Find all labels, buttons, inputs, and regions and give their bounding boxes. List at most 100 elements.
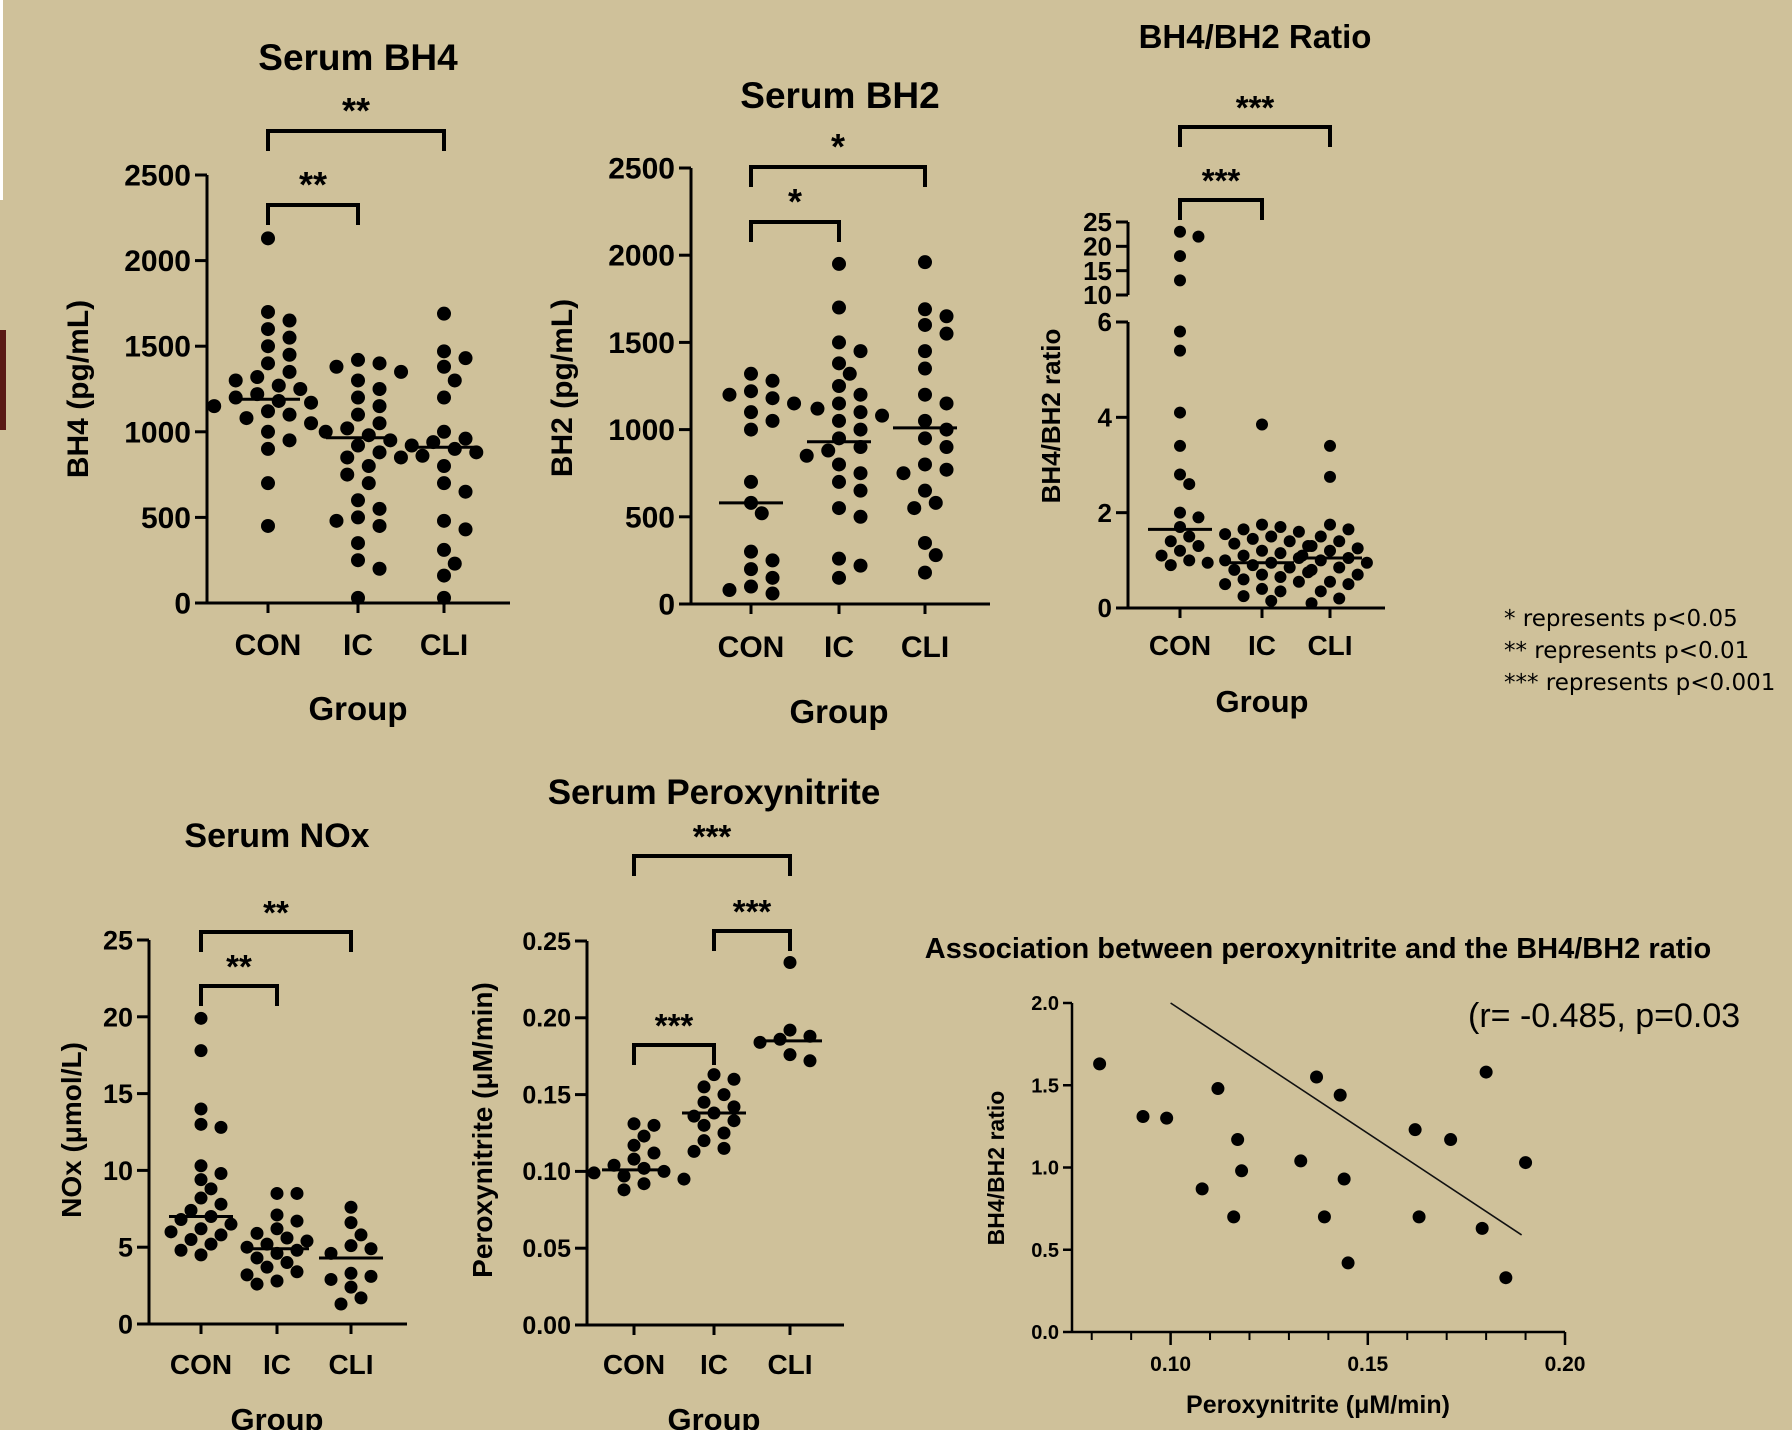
data-point-ic <box>1256 518 1268 531</box>
x-axis-label: Group <box>1216 684 1309 719</box>
data-point-cli <box>918 317 932 332</box>
data-point <box>1310 1070 1324 1084</box>
data-point <box>1317 1210 1331 1224</box>
data-point-ic <box>240 1240 254 1254</box>
data-point-con <box>744 366 758 381</box>
data-point-con <box>627 1152 641 1166</box>
y-tick-label: 0 <box>658 589 675 622</box>
data-point-ic <box>240 1268 254 1282</box>
y-tick-label: 2000 <box>608 240 675 273</box>
data-point-ic <box>340 450 355 465</box>
data-point <box>1093 1057 1107 1071</box>
data-point-cli <box>404 438 419 453</box>
data-point-ic <box>372 399 387 414</box>
data-point-con <box>207 399 222 414</box>
data-point-con <box>261 339 275 354</box>
y-tick-label: 6 <box>1098 307 1112 337</box>
data-point-cli <box>1342 523 1355 536</box>
data-point-ic <box>1219 578 1232 591</box>
data-point-con <box>1174 520 1186 533</box>
data-point-ic <box>394 364 409 379</box>
data-point-ic <box>853 558 868 573</box>
data-point-con <box>722 583 737 598</box>
data-point-ic <box>361 476 376 491</box>
y-tick-label: 1.5 <box>1031 1075 1059 1097</box>
significance-label: ** <box>263 894 289 931</box>
data-point-con <box>214 1120 228 1134</box>
data-point <box>1333 1088 1347 1102</box>
data-point-ic <box>1274 571 1287 584</box>
data-point-cli <box>1351 542 1364 555</box>
data-point-cli <box>918 361 932 376</box>
data-point-con <box>1155 549 1168 562</box>
data-point-cli <box>364 1242 378 1256</box>
data-point-ic <box>832 396 846 411</box>
data-point-ic <box>351 536 365 551</box>
data-point-ic <box>1237 549 1250 562</box>
data-point <box>1227 1210 1241 1224</box>
data-point-cli <box>354 1228 368 1242</box>
x-tick-label-ic: IC <box>700 1349 728 1380</box>
chart-title: Serum BH2 <box>740 75 939 116</box>
data-point-con <box>214 1197 228 1211</box>
data-point-con <box>261 304 275 319</box>
y-axis-label: BH4/BH2 ratio <box>983 1091 1009 1246</box>
data-point-cli <box>437 513 451 528</box>
data-point-ic <box>250 1251 264 1265</box>
data-point-con <box>765 391 780 406</box>
data-point-cli <box>344 1239 358 1253</box>
data-point-con <box>204 1182 218 1196</box>
y-tick-label: 10 <box>1083 280 1112 310</box>
data-point-cli <box>1324 439 1336 452</box>
data-point-ic <box>351 373 365 388</box>
y-axis-label: Peroxynitrite (μM/min) <box>467 982 498 1278</box>
significance-bracket <box>266 129 446 151</box>
data-point-ic <box>290 1214 304 1228</box>
data-point-con <box>250 387 265 402</box>
data-point-cli <box>918 413 932 428</box>
data-point-con <box>744 474 758 489</box>
data-point-con <box>261 322 275 337</box>
data-point-con <box>627 1117 641 1131</box>
y-tick-label: 0 <box>118 1309 133 1339</box>
data-point <box>1341 1256 1355 1270</box>
data-point-ic <box>1283 535 1296 548</box>
data-point-con <box>194 1102 208 1116</box>
x-tick-label-cli: CLI <box>328 1349 373 1380</box>
data-point-ic <box>318 424 333 439</box>
data-point <box>1479 1065 1493 1079</box>
data-point-con <box>1192 540 1205 553</box>
data-point-cli <box>783 956 797 970</box>
data-point-cli <box>783 1048 797 1062</box>
data-point-cli <box>437 344 451 359</box>
data-point-con <box>617 1183 631 1197</box>
significance-legend: * represents p<0.05 ** represents p<0.01… <box>1504 603 1775 699</box>
y-tick-label: 0.15 <box>522 1081 571 1109</box>
x-tick-label-ic: IC <box>343 629 373 662</box>
data-point-ic <box>832 457 846 472</box>
x-tick-label: 0.20 <box>1545 1353 1586 1376</box>
data-point-con <box>282 347 297 362</box>
data-point-ic <box>799 448 814 463</box>
data-point-con <box>1201 556 1214 569</box>
data-point-ic <box>300 1234 314 1248</box>
x-axis-label: Group <box>790 693 889 730</box>
data-point-cli <box>437 568 451 583</box>
data-point-cli <box>1360 556 1373 569</box>
x-tick-label: 0.15 <box>1347 1353 1388 1376</box>
data-point-ic <box>1274 547 1287 560</box>
data-point-ic <box>1237 573 1250 586</box>
data-point-cli <box>939 440 954 455</box>
left-edge-dark-strip <box>0 330 6 430</box>
data-point-con <box>1174 325 1186 338</box>
data-point-ic <box>697 1134 711 1148</box>
data-point-con <box>627 1138 641 1152</box>
data-point-con <box>194 1117 208 1131</box>
data-point-con <box>647 1146 661 1160</box>
data-point-ic <box>832 413 846 428</box>
significance-bracket <box>199 930 353 952</box>
data-point-ic <box>697 1095 711 1109</box>
x-tick-label-ic: IC <box>263 1349 291 1380</box>
significance-bracket <box>749 165 927 187</box>
y-tick-label: 5 <box>118 1233 133 1263</box>
